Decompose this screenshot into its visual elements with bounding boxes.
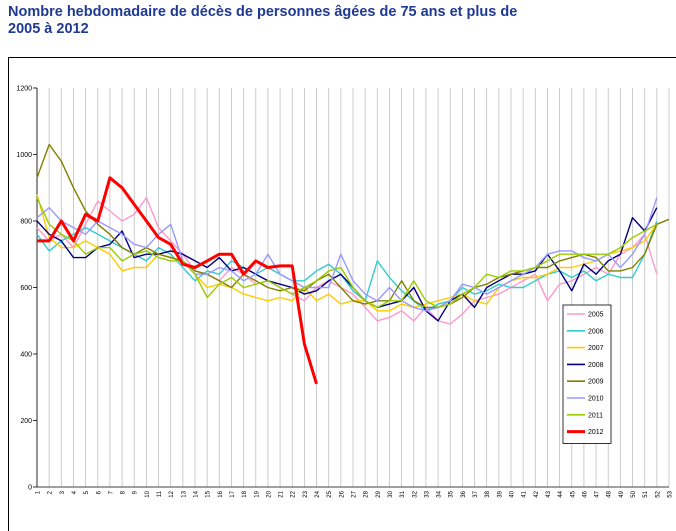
x-tick-label: 3 xyxy=(60,490,66,494)
x-tick-label: 4 xyxy=(72,490,78,494)
x-tick-label: 25 xyxy=(327,490,333,497)
x-tick-label: 11 xyxy=(157,490,163,497)
x-tick-label: 33 xyxy=(424,490,430,497)
legend-label: 2010 xyxy=(588,396,604,403)
legend-label: 2005 xyxy=(588,312,604,319)
x-tick-label: 5 xyxy=(84,490,90,494)
x-tick-label: 8 xyxy=(121,490,127,494)
legend-label: 2008 xyxy=(588,362,604,369)
series-line xyxy=(36,197,658,325)
x-tick-label: 6 xyxy=(96,490,102,494)
x-tick-label: 20 xyxy=(266,490,272,497)
title-line: Nombre hebdomadaire de décès de personne… xyxy=(8,4,518,20)
legend-label: 2007 xyxy=(588,345,604,352)
y-tick-label: 400 xyxy=(20,352,32,359)
series-line xyxy=(36,220,658,312)
x-tick-label: 48 xyxy=(607,490,613,497)
x-tick-label: 12 xyxy=(169,490,175,497)
series-line xyxy=(36,207,658,322)
x-tick-label: 36 xyxy=(461,490,467,497)
x-tick-label: 17 xyxy=(230,490,236,497)
x-tick-label: 53 xyxy=(668,490,674,497)
x-tick-label: 28 xyxy=(364,490,370,497)
legend-label: 2009 xyxy=(588,379,604,386)
y-tick-label: 1000 xyxy=(16,152,32,159)
x-tick-label: 1 xyxy=(36,490,42,494)
x-tick-label: 51 xyxy=(643,490,649,497)
x-tick-label: 41 xyxy=(522,490,528,497)
y-tick-label: 0 xyxy=(28,485,32,492)
series-line xyxy=(36,143,670,309)
x-tick-label: 50 xyxy=(631,490,637,497)
x-tick-label: 29 xyxy=(376,490,382,497)
x-tick-label: 22 xyxy=(291,490,297,497)
x-tick-label: 44 xyxy=(558,490,564,497)
series-line xyxy=(36,194,658,312)
y-tick-label: 200 xyxy=(20,418,32,425)
x-tick-label: 30 xyxy=(388,490,394,497)
x-tick-label: 9 xyxy=(133,490,139,494)
x-tick-label: 35 xyxy=(449,490,455,497)
x-tick-label: 49 xyxy=(619,490,625,497)
x-tick-label: 24 xyxy=(315,490,321,497)
x-tick-label: 18 xyxy=(242,490,248,497)
x-tick-label: 40 xyxy=(510,490,516,497)
x-tick-label: 21 xyxy=(279,490,285,497)
title-line: 2005 à 2012 xyxy=(8,21,89,37)
x-tick-label: 19 xyxy=(254,490,260,497)
y-tick-label: 600 xyxy=(20,285,32,292)
chart-frame xyxy=(8,57,676,531)
x-tick-label: 23 xyxy=(303,490,309,497)
series-line xyxy=(36,197,658,309)
legend-label: 2012 xyxy=(588,429,604,436)
x-tick-label: 15 xyxy=(206,490,212,497)
x-tick-label: 39 xyxy=(497,490,503,497)
x-tick-label: 38 xyxy=(485,490,491,497)
x-tick-label: 45 xyxy=(570,490,576,497)
x-tick-label: 47 xyxy=(595,490,601,497)
x-tick-label: 32 xyxy=(412,490,418,497)
x-tick-label: 43 xyxy=(546,490,552,497)
x-tick-label: 10 xyxy=(145,490,151,497)
x-tick-label: 26 xyxy=(339,490,345,497)
y-tick-label: 800 xyxy=(20,219,32,226)
x-tick-label: 27 xyxy=(352,490,358,497)
legend-label: 2011 xyxy=(588,412,603,419)
x-tick-label: 31 xyxy=(400,490,406,497)
x-tick-label: 13 xyxy=(181,490,187,497)
x-tick-label: 7 xyxy=(108,490,114,494)
series-line xyxy=(36,197,658,312)
x-tick-label: 16 xyxy=(218,490,224,497)
y-tick-label: 1200 xyxy=(16,86,32,93)
x-tick-label: 2 xyxy=(48,490,54,494)
x-tick-label: 42 xyxy=(534,490,540,497)
x-tick-label: 46 xyxy=(582,490,588,497)
x-tick-label: 37 xyxy=(473,490,479,497)
series-line xyxy=(37,176,318,385)
x-tick-label: 52 xyxy=(655,490,661,497)
x-tick-label: 14 xyxy=(194,490,200,497)
legend-label: 2006 xyxy=(588,328,604,335)
x-tick-label: 34 xyxy=(437,490,443,497)
legend-box xyxy=(562,304,612,444)
chart-title: Nombre hebdomadaire de décès de personne… xyxy=(8,4,676,38)
